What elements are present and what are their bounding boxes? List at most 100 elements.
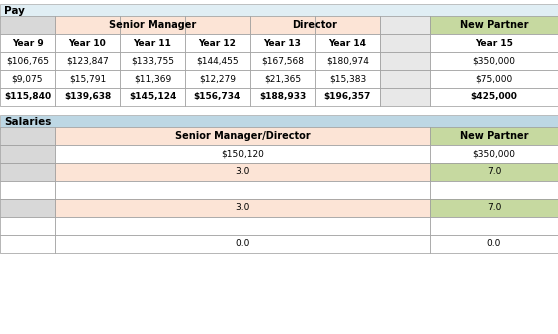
Bar [185, 70, 250, 88]
Bar [430, 34, 558, 52]
Bar [55, 181, 430, 199]
Text: $15,791: $15,791 [69, 74, 106, 84]
Text: Year 9: Year 9 [12, 38, 44, 47]
Text: Pay: Pay [4, 6, 25, 16]
Bar [430, 217, 558, 235]
Text: Year 14: Year 14 [329, 38, 367, 47]
Bar [55, 88, 120, 106]
Text: Senior Manager/Director: Senior Manager/Director [175, 131, 310, 141]
Bar [430, 199, 558, 217]
Text: Salaries: Salaries [4, 117, 51, 127]
Text: $11,369: $11,369 [134, 74, 171, 84]
Text: 7.0: 7.0 [487, 167, 501, 176]
Bar [55, 199, 430, 217]
Text: $21,365: $21,365 [264, 74, 301, 84]
Text: Year 11: Year 11 [133, 38, 171, 47]
Bar [250, 70, 315, 88]
Bar [0, 34, 55, 52]
Text: $150,120: $150,120 [221, 150, 264, 159]
Bar [0, 235, 55, 253]
Text: $15,383: $15,383 [329, 74, 366, 84]
Bar [430, 16, 558, 34]
Bar [120, 34, 185, 52]
Bar [55, 34, 120, 52]
Text: 0.0: 0.0 [235, 239, 249, 248]
Text: $196,357: $196,357 [324, 93, 371, 102]
Bar [0, 4, 558, 18]
Bar [120, 52, 185, 70]
Text: $139,638: $139,638 [64, 93, 111, 102]
Bar [185, 52, 250, 70]
Bar [185, 34, 250, 52]
Bar [380, 16, 430, 34]
Bar [380, 52, 430, 70]
Bar [0, 115, 558, 129]
Bar [0, 52, 55, 70]
Bar [120, 88, 185, 106]
Text: $75,000: $75,000 [475, 74, 513, 84]
Text: $106,765: $106,765 [6, 56, 49, 65]
Bar [0, 181, 55, 199]
Bar [430, 52, 558, 70]
Text: $144,455: $144,455 [196, 56, 239, 65]
Bar [250, 88, 315, 106]
Text: $12,279: $12,279 [199, 74, 236, 84]
Bar [430, 235, 558, 253]
Bar [315, 52, 380, 70]
Text: Year 12: Year 12 [199, 38, 237, 47]
Bar [0, 199, 55, 217]
Text: $350,000: $350,000 [473, 56, 516, 65]
Bar [55, 217, 430, 235]
Bar [315, 70, 380, 88]
Bar [430, 181, 558, 199]
Bar [0, 145, 55, 163]
Bar [250, 34, 315, 52]
Bar [430, 145, 558, 163]
Text: Year 13: Year 13 [263, 38, 301, 47]
Text: $180,974: $180,974 [326, 56, 369, 65]
Bar [0, 217, 55, 235]
Bar [0, 16, 55, 34]
Bar [430, 163, 558, 181]
Text: New Partner: New Partner [460, 131, 528, 141]
Bar [250, 52, 315, 70]
Bar [430, 127, 558, 145]
Text: New Partner: New Partner [460, 20, 528, 30]
Text: Year 10: Year 10 [69, 38, 107, 47]
Bar [55, 16, 120, 34]
Text: 0.0: 0.0 [487, 239, 501, 248]
Text: $350,000: $350,000 [473, 150, 516, 159]
Bar [315, 88, 380, 106]
Text: $425,000: $425,000 [470, 93, 517, 102]
Text: $145,124: $145,124 [129, 93, 176, 102]
Text: $188,933: $188,933 [259, 93, 306, 102]
Bar [185, 88, 250, 106]
Bar [55, 127, 430, 145]
Bar [380, 70, 430, 88]
Bar [430, 70, 558, 88]
Bar [55, 163, 430, 181]
Text: Senior Manager: Senior Manager [109, 20, 196, 30]
Bar [0, 127, 55, 145]
Bar [55, 70, 120, 88]
Bar [430, 88, 558, 106]
Text: $133,755: $133,755 [131, 56, 174, 65]
Text: Director: Director [292, 20, 338, 30]
Text: $167,568: $167,568 [261, 56, 304, 65]
Bar [120, 70, 185, 88]
Bar [55, 235, 430, 253]
Bar [380, 34, 430, 52]
Text: $9,075: $9,075 [12, 74, 44, 84]
Text: Year 15: Year 15 [475, 38, 513, 47]
Text: 3.0: 3.0 [235, 203, 249, 212]
Bar [0, 163, 55, 181]
Bar [250, 16, 315, 34]
Bar [315, 16, 380, 34]
Bar [185, 16, 250, 34]
Text: $156,734: $156,734 [194, 93, 241, 102]
Bar [120, 16, 185, 34]
Bar [0, 70, 55, 88]
Text: $123,847: $123,847 [66, 56, 109, 65]
Bar [315, 34, 380, 52]
Text: 3.0: 3.0 [235, 167, 249, 176]
